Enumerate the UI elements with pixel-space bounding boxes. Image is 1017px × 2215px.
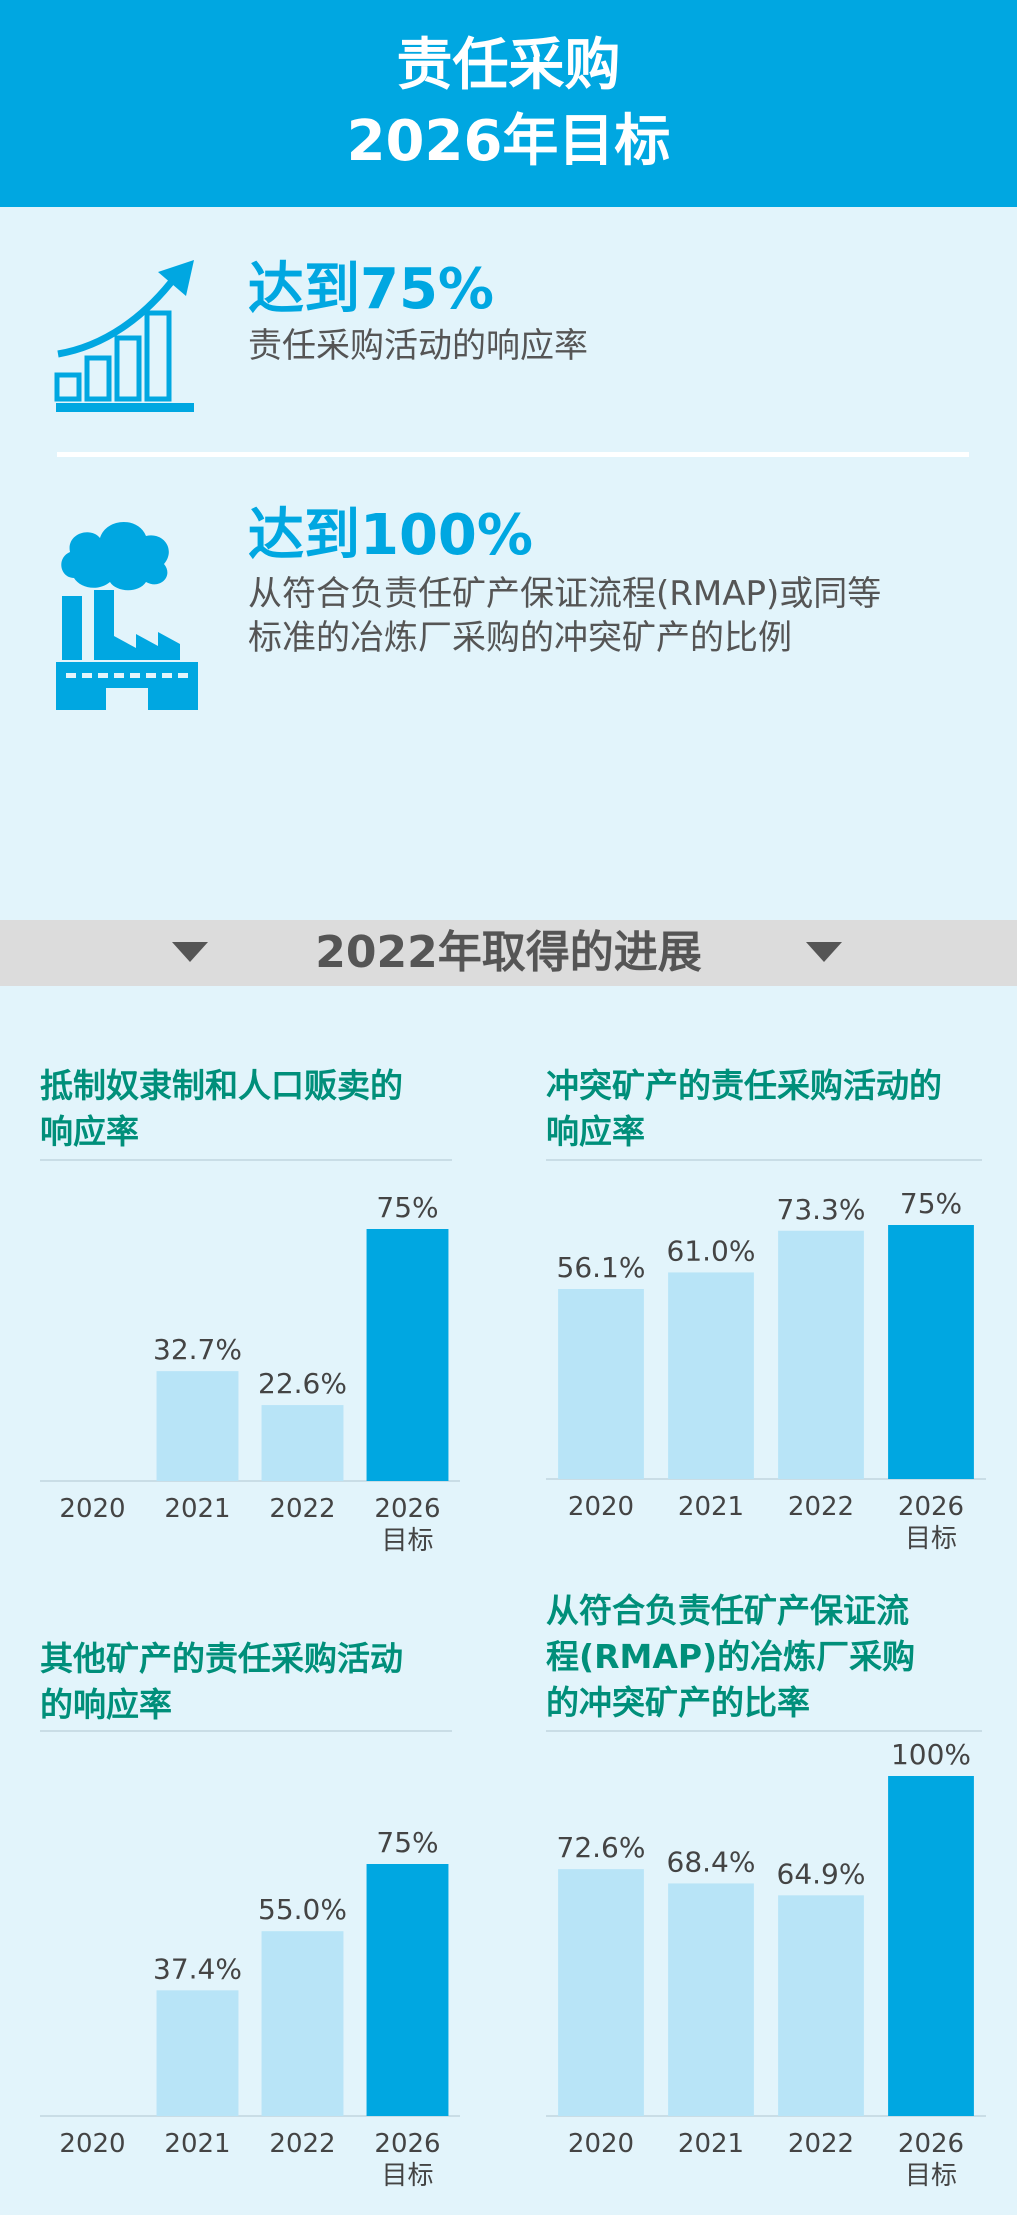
data-label: 75% [376, 1191, 438, 1224]
data-label: 37.4% [153, 1952, 242, 1985]
x-tick-label: 2022 [788, 2129, 854, 2159]
x-tick-label: 2021 [678, 2129, 744, 2159]
chart-4-title-line2: 程(RMAP)的冶炼厂采购 [546, 1637, 916, 1676]
bar-2026 [366, 1864, 449, 2116]
chart-4-title-rule [546, 1730, 982, 1732]
data-label: 73.3% [777, 1193, 866, 1226]
data-label: 32.7% [153, 1333, 242, 1366]
data-label: 64.9% [777, 1857, 866, 1890]
triangle-down-icon [806, 942, 842, 962]
chart-2-title-line1: 冲突矿产的责任采购活动的 [546, 1066, 942, 1105]
bar-2022 [778, 1895, 864, 2116]
data-label: 56.1% [557, 1251, 646, 1284]
x-tick-label: 目标 [381, 2161, 433, 2191]
bar-2020 [558, 1289, 644, 1479]
x-tick-label: 2020 [568, 1492, 634, 1522]
chart-2-title-line2: 响应率 [546, 1112, 645, 1151]
data-label: 72.6% [557, 1831, 646, 1864]
x-tick-label: 目标 [905, 1524, 957, 1554]
bar-2020 [558, 1869, 644, 2116]
target-2-desc-line1: 从符合负责任矿产保证流程(RMAP)或同等 [248, 574, 882, 614]
chart-1-title-line1: 抵制奴隶制和人口贩卖的 [40, 1066, 403, 1105]
data-label: 22.6% [258, 1367, 347, 1400]
x-tick-label: 2026 [374, 2129, 440, 2159]
chart-2-title-rule [546, 1159, 982, 1161]
data-label: 61.0% [667, 1234, 756, 1267]
bar-2026 [888, 1225, 974, 1479]
x-tick-label: 2021 [164, 1494, 230, 1524]
bar-2021 [156, 1990, 239, 2116]
bar-2022 [261, 1405, 344, 1481]
x-tick-label: 目标 [381, 1526, 433, 1556]
divider [57, 452, 969, 457]
factory-icon [56, 521, 198, 710]
progress-section-header: 2022年取得的进展 [0, 920, 1017, 986]
chart-1-title-rule [40, 1159, 452, 1161]
x-tick-label: 2022 [269, 2129, 335, 2159]
chart-1-title-line2: 响应率 [40, 1112, 139, 1151]
target-2-desc-line2: 标准的冶炼厂采购的冲突矿产的比例 [248, 618, 792, 658]
x-tick-label: 2026 [898, 1492, 964, 1522]
target-2-value: 达到100% [248, 503, 534, 568]
x-tick-label: 2022 [269, 1494, 335, 1524]
header-title-line2: 2026年目标 [346, 109, 671, 174]
x-tick-label: 2022 [788, 1492, 854, 1522]
chart-4-title-line3: 的冲突矿产的比率 [546, 1683, 810, 1722]
target-1-desc: 责任采购活动的响应率 [248, 326, 588, 366]
data-label: 68.4% [667, 1845, 756, 1878]
x-tick-label: 2021 [678, 1492, 744, 1522]
target-1-value: 达到75% [248, 257, 495, 322]
bar-2022 [261, 1931, 344, 2116]
bar-2021 [668, 1883, 754, 2116]
bar-2022 [778, 1230, 864, 1479]
header-banner: 责任采购 2026年目标 [0, 0, 1017, 207]
data-label: 75% [376, 1826, 438, 1859]
bar-2026 [366, 1229, 449, 1481]
x-tick-label: 2026 [374, 1494, 440, 1524]
x-tick-label: 2020 [59, 2129, 125, 2159]
data-label: 55.0% [258, 1893, 347, 1926]
x-tick-label: 2020 [59, 1494, 125, 1524]
triangle-down-icon [172, 942, 208, 962]
bar-2026 [888, 1776, 974, 2116]
chart-3-title-line1: 其他矿产的责任采购活动 [40, 1639, 403, 1678]
x-tick-label: 2026 [898, 2129, 964, 2159]
x-tick-label: 目标 [905, 2161, 957, 2191]
data-label: 100% [891, 1738, 971, 1771]
bar-2021 [156, 1371, 239, 1481]
chart-3-title-rule [40, 1730, 452, 1732]
header-title-line1: 责任采购 [396, 33, 621, 98]
x-tick-label: 2020 [568, 2129, 634, 2159]
progress-title: 2022年取得的进展 [315, 927, 702, 978]
chart-3-title-line2: 的响应率 [40, 1685, 172, 1724]
growth-bar-chart-icon [54, 260, 194, 412]
x-tick-label: 2021 [164, 2129, 230, 2159]
chart-4-title-line1: 从符合负责任矿产保证流 [546, 1591, 909, 1630]
data-label: 75% [900, 1187, 962, 1220]
bar-2021 [668, 1272, 754, 1479]
